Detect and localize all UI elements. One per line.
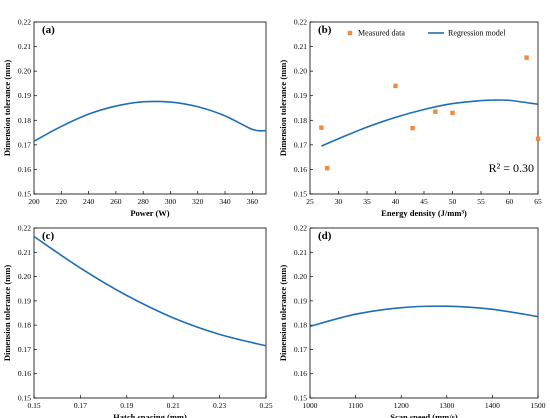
data-point	[393, 83, 398, 89]
x-tick-label: 1400	[485, 401, 500, 410]
x-tick-label: 300	[165, 197, 177, 206]
y-tick-label: 0.17	[18, 345, 31, 354]
x-tick-label: 40	[392, 197, 400, 206]
legend-label-measured: Measured data	[358, 29, 405, 38]
y-tick-label: 0.20	[18, 272, 31, 281]
y-axis-label: Dimension tolerance (mm)	[278, 60, 288, 156]
data-point	[535, 136, 541, 141]
x-tick-label: 360	[247, 197, 259, 206]
legend-marker-swatch	[347, 30, 353, 36]
y-tick-label: 0.21	[18, 248, 31, 257]
legend-label-regression: Regression model	[448, 29, 506, 38]
chart-panel-3: 0.15 0.17 0.19 0.21 0.23 0.25 0.15 0.16 0.17 0.18…	[2, 224, 273, 418]
x-tick-label: 1200	[394, 401, 409, 410]
x-tick-label: 0.23	[213, 401, 226, 410]
series-line	[309, 305, 539, 328]
y-tick-label: 0.19	[294, 91, 307, 100]
y-tick-label: 0.16	[18, 369, 31, 378]
panel-label: (d)	[318, 230, 332, 242]
x-tick-label: 0.15	[27, 401, 40, 410]
y-tick-label: 0.18	[18, 321, 31, 330]
y-tick-label: 0.16	[294, 165, 307, 174]
panel-label: (c)	[42, 230, 55, 242]
y-tick-label: 0.16	[294, 369, 307, 378]
x-tick-label: 60	[506, 197, 514, 206]
x-tick-label: 340	[219, 197, 231, 206]
data-point	[450, 110, 455, 116]
data-point	[324, 166, 330, 171]
x-tick-label: 200	[28, 197, 40, 206]
series-line	[33, 100, 267, 142]
y-tick-label: 0.15	[294, 394, 307, 403]
y-tick-label: 0.16	[18, 165, 31, 174]
x-tick-label: 30	[335, 197, 343, 206]
x-tick-label: 220	[56, 197, 68, 206]
data-point	[410, 125, 415, 131]
x-tick-label: 260	[110, 197, 122, 206]
y-tick-label: 0.17	[294, 140, 307, 149]
y-tick-label: 0.18	[294, 116, 307, 125]
x-tick-label: 1300	[439, 401, 454, 410]
x-tick-label: 65	[534, 197, 542, 206]
x-tick-label: 320	[192, 197, 204, 206]
x-tick-label: 35	[363, 197, 371, 206]
x-tick-label: 50	[449, 197, 457, 206]
x-tick-label: 1000	[303, 401, 318, 410]
y-tick-label: 0.22	[294, 18, 307, 27]
y-tick-label: 0.22	[18, 224, 31, 233]
x-tick-label: 0.25	[259, 401, 272, 410]
plot-frame	[309, 227, 539, 399]
y-tick-label: 0.21	[18, 42, 31, 51]
y-tick-label: 0.21	[294, 42, 307, 51]
y-axis-label: Dimension tolerance (mm)	[2, 60, 12, 156]
y-tick-label: 0.18	[18, 116, 31, 125]
plot-frame	[33, 21, 267, 195]
chart-panel-2: 25 30 35 40 45 50 55 60 65 0.15 0.16 0.17 0.18 0.19 0.…	[278, 18, 542, 219]
chart-panel-4: 1000 1100 1200 1300 1400 1500 0.15 0.16 0.17 0.18…	[278, 224, 546, 418]
y-tick-label: 0.20	[294, 272, 307, 281]
r-squared-annotation: R² = 0.30	[489, 161, 534, 175]
data-point	[524, 55, 529, 60]
x-tick-label: 1500	[531, 401, 546, 410]
x-tick-label: 55	[477, 197, 485, 206]
series-line	[321, 99, 539, 147]
y-tick-label: 0.22	[294, 224, 307, 233]
y-tick-label: 0.22	[18, 18, 31, 27]
series-line	[33, 235, 267, 347]
x-tick-label: 0.21	[167, 401, 180, 410]
data-point	[433, 109, 438, 114]
y-tick-label: 0.15	[18, 394, 31, 403]
y-tick-label: 0.19	[18, 91, 31, 100]
y-tick-label: 0.20	[18, 67, 31, 76]
y-tick-label: 0.21	[294, 248, 307, 257]
y-tick-label: 0.20	[294, 67, 307, 76]
chart-panel-1: 200 220 240 260 280 300 320 340 360 0.15 0.16 0.17 0…	[2, 18, 267, 218]
x-axis-label: Power (W)	[130, 208, 169, 218]
y-axis-label: Dimension tolerance (mm)	[278, 265, 288, 361]
y-tick-label: 0.19	[294, 296, 307, 305]
y-axis-label: Dimension tolerance (mm)	[2, 265, 12, 361]
x-tick-label: 25	[306, 197, 314, 206]
data-point	[319, 125, 324, 130]
x-tick-label: 280	[138, 197, 150, 206]
y-tick-label: 0.15	[18, 190, 31, 199]
panel-label: (a)	[42, 24, 55, 36]
panel-label: (b)	[318, 24, 332, 36]
y-tick-label: 0.19	[18, 296, 31, 305]
x-tick-label: 240	[83, 197, 95, 206]
y-tick-label: 0.17	[294, 345, 307, 354]
x-tick-label: 45	[420, 197, 428, 206]
x-axis-label: Hatch spacing (mm)	[113, 412, 187, 418]
y-tick-label: 0.15	[294, 190, 307, 199]
x-axis-label: Energy density (J/mm³)	[381, 208, 467, 218]
y-tick-label: 0.17	[18, 140, 31, 149]
plot-frame	[33, 227, 267, 399]
x-tick-label: 1100	[348, 401, 363, 410]
x-tick-label: 0.19	[120, 401, 133, 410]
x-axis-label: Scan speed (mm/s)	[390, 412, 458, 418]
y-tick-label: 0.18	[294, 321, 307, 330]
x-tick-label: 0.17	[74, 401, 87, 410]
